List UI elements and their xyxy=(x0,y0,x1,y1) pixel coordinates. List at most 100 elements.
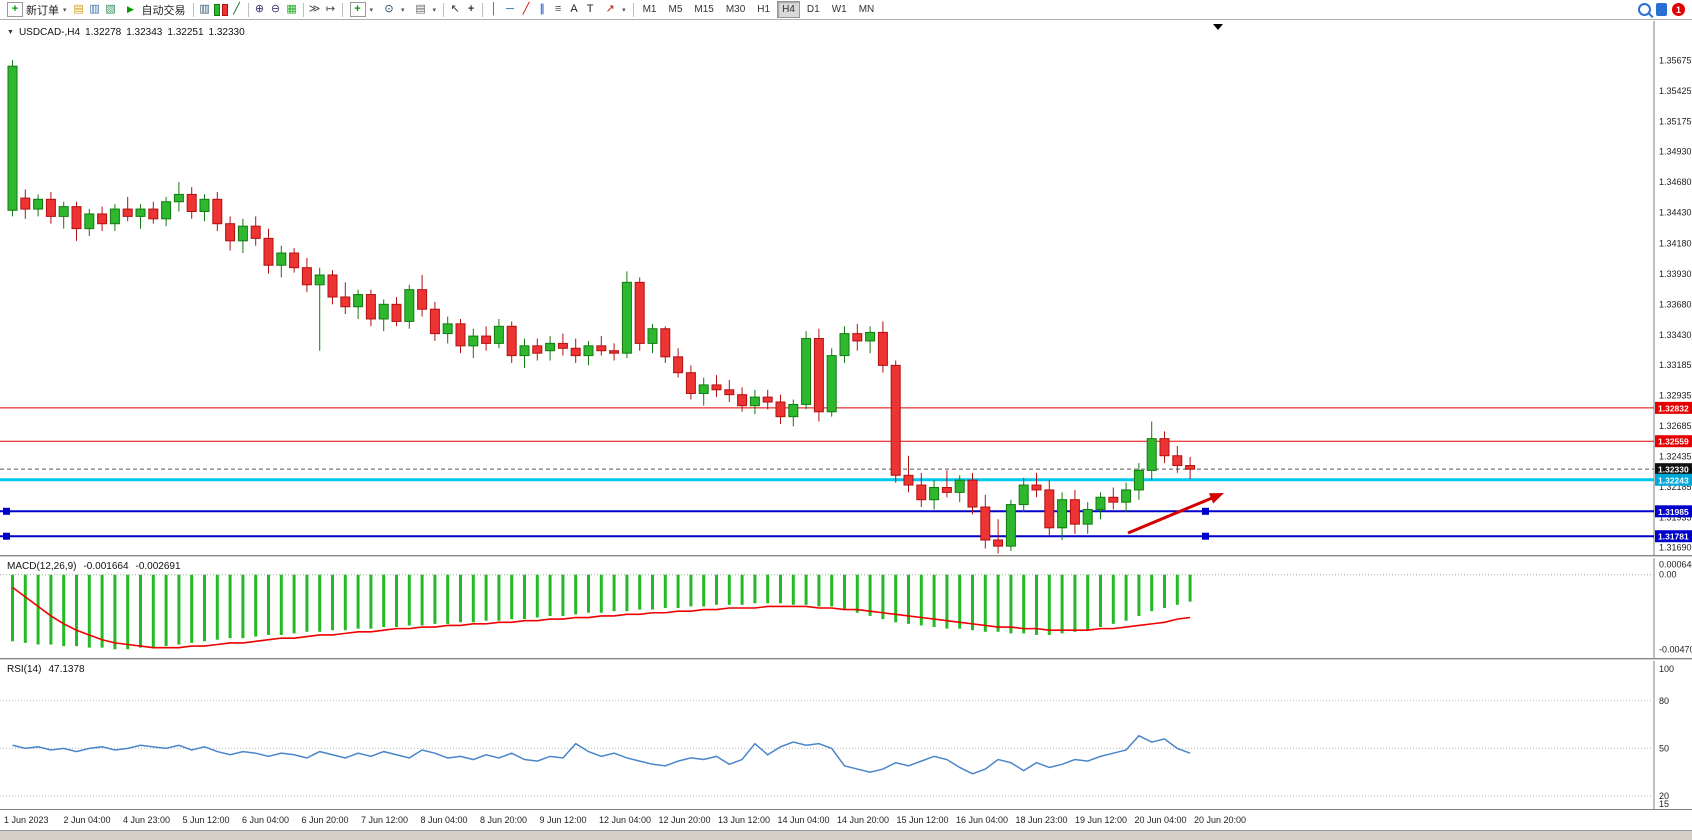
svg-text:-0.004708: -0.004708 xyxy=(1659,644,1692,654)
toolbar-separator xyxy=(247,2,249,17)
price-chart[interactable]: 1.35675 1.35425 1.35175 1.34930 1.34680 1.344… xyxy=(0,21,1692,555)
timeframe-w1[interactable]: W1 xyxy=(831,4,847,15)
new-order-button[interactable]: + 新订单 ▾ xyxy=(3,1,71,19)
svg-text:1.34180: 1.34180 xyxy=(1659,238,1692,248)
time-label: 8 Jun 04:00 xyxy=(420,815,468,825)
chart-symbol: USDCAD-,H4 xyxy=(18,27,81,38)
time-label: 4 Jun 23:00 xyxy=(123,815,171,825)
svg-text:1.31935: 1.31935 xyxy=(1659,512,1692,522)
chevron-down-icon: ▾ xyxy=(369,6,374,14)
svg-text:1.32935: 1.32935 xyxy=(1659,390,1692,400)
time-label: 9 Jun 12:00 xyxy=(539,815,587,825)
price-axis-labels[interactable]: 1.35675 1.35425 1.35175 1.34930 1.34680 1.344… xyxy=(1659,56,1692,553)
toolbar: + 新订单 ▾ ▤ ▥ ▧ ▶ 自动交易 ▥ ╱ ⊕ ⊖ ▦ ≫ ↦ + ▾ ⊙… xyxy=(0,0,1692,20)
svg-text:1.31985: 1.31985 xyxy=(1658,507,1689,517)
macd-panel[interactable]: 0.0006440.00 -0.004708 xyxy=(0,558,1692,658)
timeframe-m15[interactable]: M15 xyxy=(694,4,714,15)
navigator-icon[interactable]: ▧ xyxy=(105,3,116,15)
ohlc-close: 1.32330 xyxy=(208,27,245,38)
candlestick-chart-icon[interactable] xyxy=(213,2,229,17)
time-label: 14 Jun 04:00 xyxy=(777,815,830,825)
timeframe-m5[interactable]: M5 xyxy=(668,4,683,15)
line-chart-icon[interactable]: ╱ xyxy=(233,3,240,15)
svg-text:1.32185: 1.32185 xyxy=(1659,482,1692,492)
chart-info-line: ▼ USDCAD-,H4 1.32278 1.32343 1.32251 1.3… xyxy=(7,27,245,38)
search-icon[interactable] xyxy=(1638,3,1651,16)
timeframe-m1[interactable]: M1 xyxy=(642,4,657,15)
panel-resize-handle[interactable] xyxy=(0,555,1692,558)
rsi-title: RSI(14) xyxy=(7,664,42,675)
svg-text:1.34930: 1.34930 xyxy=(1659,147,1692,157)
notification-badge[interactable]: 1 xyxy=(1672,3,1685,16)
time-label: 14 Jun 20:00 xyxy=(837,815,890,825)
chart-shift-icon[interactable]: ↦ xyxy=(325,3,336,15)
macd-histogram xyxy=(11,574,1192,650)
time-label: 6 Jun 04:00 xyxy=(242,815,290,825)
trend-arrow[interactable] xyxy=(1127,493,1224,535)
templates-button[interactable]: ▤ ▾ xyxy=(409,1,441,19)
mobile-app-icon[interactable] xyxy=(1656,3,1667,16)
toolbar-separator xyxy=(341,2,343,17)
svg-text:1.34680: 1.34680 xyxy=(1659,177,1692,187)
text-label-icon[interactable]: T xyxy=(586,3,594,15)
svg-text:80: 80 xyxy=(1659,696,1669,706)
arrows-button[interactable]: ↗ ▾ xyxy=(598,1,630,19)
toolbar-separator xyxy=(302,2,304,17)
time-label: 16 Jun 04:00 xyxy=(956,815,1009,825)
timeframe-d1[interactable]: D1 xyxy=(806,4,820,15)
macd-signal-line xyxy=(12,586,1191,649)
zoom-in-icon[interactable]: ⊕ xyxy=(254,3,265,15)
zoom-out-icon[interactable]: ⊖ xyxy=(270,3,281,15)
svg-text:1.33185: 1.33185 xyxy=(1659,360,1692,370)
horizontal-scrollbar[interactable] xyxy=(0,830,1692,840)
vertical-line-icon[interactable]: │ xyxy=(490,3,498,15)
auto-scroll-icon[interactable]: ≫ xyxy=(308,3,321,15)
tile-windows-icon[interactable]: ▦ xyxy=(286,3,297,15)
indicators-button[interactable]: + ▾ xyxy=(346,1,378,19)
data-window-icon[interactable]: ▥ xyxy=(89,3,100,15)
crosshair-icon[interactable]: + xyxy=(467,3,475,15)
chevron-down-icon: ▾ xyxy=(401,6,405,14)
autotrading-button[interactable]: ▶ 自动交易 xyxy=(119,1,190,19)
svg-text:20: 20 xyxy=(1659,791,1669,801)
fibonacci-icon[interactable]: ≡ xyxy=(554,3,562,15)
rsi-line xyxy=(12,734,1191,775)
market-watch-icon[interactable]: ▤ xyxy=(73,3,84,15)
svg-text:100: 100 xyxy=(1659,664,1674,674)
timeframe-h1[interactable]: H1 xyxy=(757,4,771,15)
bar-chart-icon[interactable]: ▥ xyxy=(199,3,210,15)
periods-button[interactable]: ⊙ ▾ xyxy=(377,1,409,19)
macd-signal-value: -0.002691 xyxy=(135,561,181,572)
timeframe-h4[interactable]: H4 xyxy=(777,1,800,18)
channel-icon[interactable]: ∥ xyxy=(539,3,545,15)
svg-text:1.33680: 1.33680 xyxy=(1659,299,1692,309)
chevron-down-icon: ▾ xyxy=(622,6,626,14)
svg-text:1.33430: 1.33430 xyxy=(1659,330,1692,340)
time-axis[interactable]: 1 Jun 2023 2 Jun 04:00 4 Jun 23:00 5 Jun 12… xyxy=(0,809,1692,830)
chevron-down-icon: ▾ xyxy=(63,6,67,14)
timeframe-m30[interactable]: M30 xyxy=(725,4,746,15)
time-label: 19 Jun 12:00 xyxy=(1075,815,1128,825)
svg-text:0.000644: 0.000644 xyxy=(1659,559,1692,569)
chart-shift-marker[interactable] xyxy=(1213,24,1223,30)
time-label: 1 Jun 2023 xyxy=(4,815,49,825)
time-label: 8 Jun 20:00 xyxy=(480,815,528,825)
trendline-icon[interactable]: ╱ xyxy=(522,3,530,15)
time-label: 2 Jun 04:00 xyxy=(63,815,111,825)
svg-text:1.35175: 1.35175 xyxy=(1659,117,1692,127)
macd-main-value: -0.001664 xyxy=(83,561,129,572)
timeframe-mn[interactable]: MN xyxy=(858,4,875,15)
time-label: 15 Jun 12:00 xyxy=(896,815,949,825)
macd-label: MACD(12,26,9) -0.001664 -0.002691 xyxy=(7,561,181,572)
panel-resize-handle[interactable] xyxy=(0,658,1692,661)
svg-text:1.32832: 1.32832 xyxy=(1658,403,1689,413)
toolbar-separator xyxy=(632,2,634,17)
svg-text:1.32559: 1.32559 xyxy=(1658,437,1689,447)
text-icon[interactable]: A xyxy=(570,3,578,15)
cursor-icon[interactable]: ↖ xyxy=(450,3,460,15)
horizontal-line-icon[interactable]: ─ xyxy=(506,3,514,15)
collapse-icon[interactable]: ▼ xyxy=(7,29,14,36)
clock-icon: ⊙ xyxy=(384,3,394,15)
